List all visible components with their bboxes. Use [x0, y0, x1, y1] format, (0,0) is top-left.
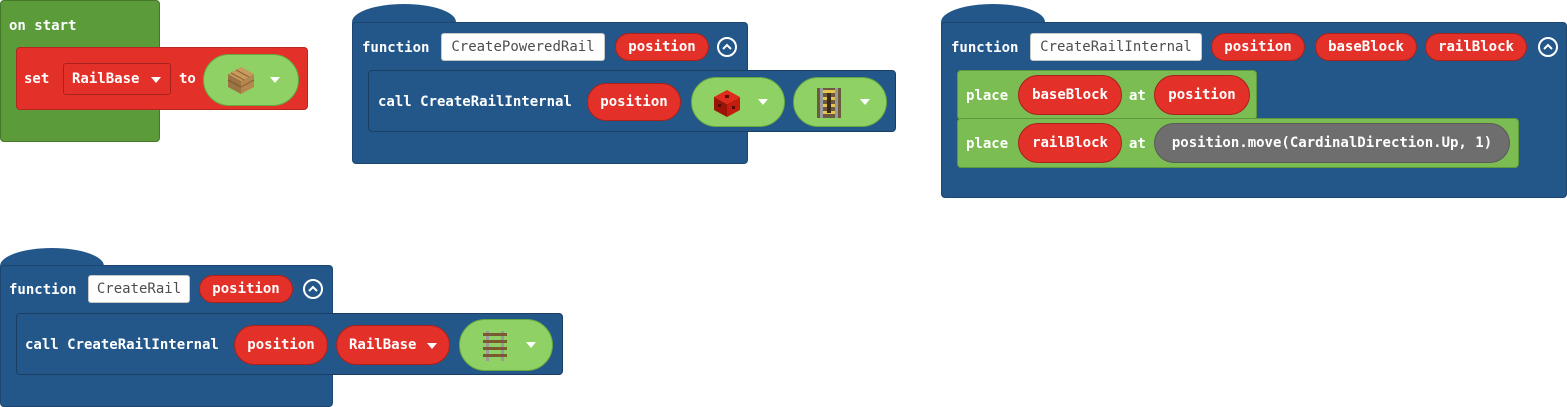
at-label: at [1129, 136, 1146, 152]
to-label: to [179, 71, 196, 87]
collapse-params-icon[interactable] [717, 37, 737, 57]
arg-baseblock[interactable]: baseBlock [1018, 75, 1122, 115]
arg-position[interactable]: position [587, 83, 681, 121]
arg-railblock[interactable]: railBlock [1018, 123, 1122, 163]
at-label: at [1129, 88, 1146, 104]
variable-dropdown[interactable]: RailBase [63, 63, 171, 95]
block-picker-powered-rail[interactable] [793, 77, 887, 127]
variable-name: RailBase [72, 71, 140, 87]
oak-planks-icon [226, 65, 256, 95]
call-label: call CreateRailInternal [378, 94, 572, 110]
chevron-down-icon [758, 99, 768, 105]
place-label: place [966, 136, 1009, 152]
param-position[interactable]: position [1211, 33, 1305, 61]
block-picker-rail[interactable] [459, 319, 553, 371]
set-label: set [24, 71, 50, 87]
call-block-createrailinternal[interactable]: call CreateRailInternal position RailBas… [16, 313, 563, 375]
function-keyword: function [9, 282, 77, 298]
variable-dropdown[interactable]: RailBase [336, 325, 450, 365]
block-picker-redstone[interactable] [691, 77, 785, 127]
variable-name: RailBase [349, 337, 417, 353]
call-label: call CreateRailInternal [25, 337, 219, 353]
powered-rail-icon [814, 87, 844, 118]
chevron-down-icon [151, 77, 161, 83]
redstone-block-icon [712, 88, 742, 118]
call-block-createrailinternal[interactable]: call CreateRailInternal position [368, 70, 896, 132]
on-start-label: on start [9, 18, 77, 34]
param-position[interactable]: position [615, 33, 709, 61]
place-block-rail[interactable]: place railBlock at position.move(Cardina… [957, 118, 1519, 168]
collapse-params-icon[interactable] [1538, 37, 1558, 57]
function-name-field[interactable]: CreateRailInternal [1030, 33, 1202, 61]
chevron-down-icon [526, 342, 536, 348]
arg-position[interactable]: position [1154, 75, 1250, 115]
chevron-down-icon [860, 99, 870, 105]
place-block-base[interactable]: place baseBlock at position [957, 70, 1257, 120]
function-keyword: function [362, 40, 430, 56]
position-move-expression[interactable]: position.move(CardinalDirection.Up, 1) [1154, 123, 1510, 163]
param-baseblock[interactable]: baseBlock [1315, 33, 1417, 61]
function-name-field[interactable]: CreateRail [88, 275, 190, 303]
collapse-params-icon[interactable] [303, 279, 323, 299]
function-keyword: function [951, 40, 1019, 56]
rail-icon [480, 330, 510, 361]
chevron-down-icon [270, 77, 280, 83]
block-picker[interactable] [203, 54, 299, 106]
param-railblock[interactable]: railBlock [1425, 33, 1527, 61]
place-label: place [966, 88, 1009, 104]
arg-position[interactable]: position [234, 325, 328, 365]
function-name-field[interactable]: CreatePoweredRail [441, 33, 605, 61]
set-variable-block[interactable]: set RailBase to [16, 47, 308, 110]
param-position[interactable]: position [199, 275, 293, 303]
chevron-down-icon [427, 343, 437, 349]
